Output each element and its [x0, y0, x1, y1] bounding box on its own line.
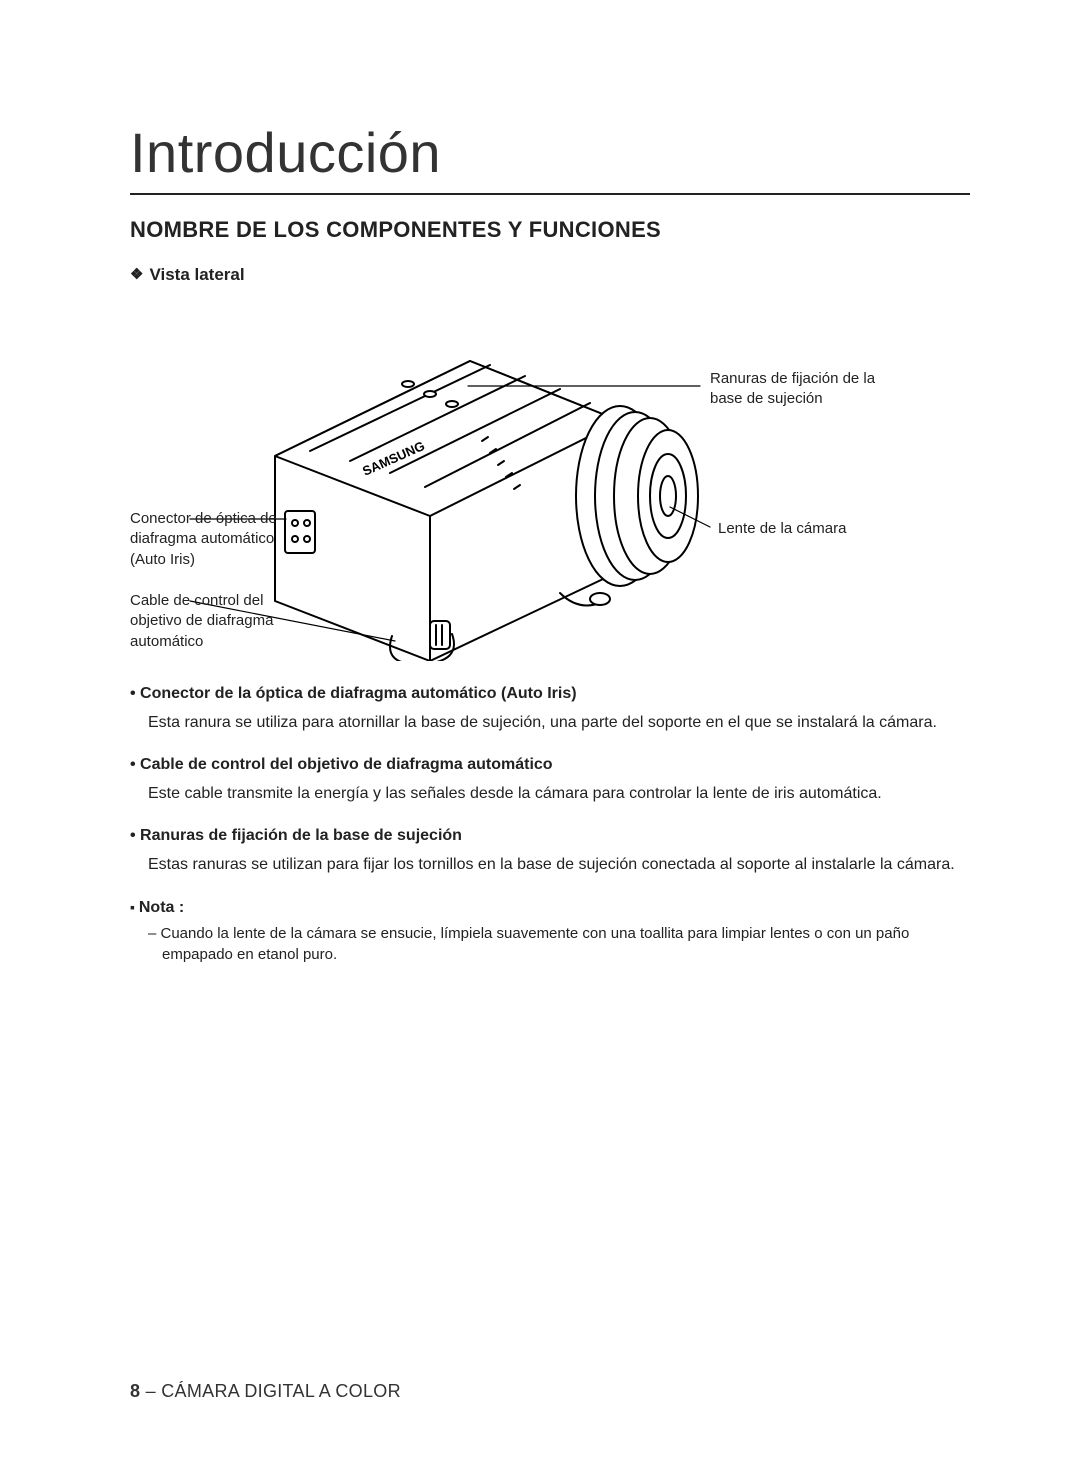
description-item: Ranuras de fijación de la base de sujeci… [130, 827, 970, 876]
description-title: Cable de control del objetivo de diafrag… [130, 756, 970, 774]
camera-diagram: SAMSUNG [130, 301, 970, 661]
note-label: Nota : [130, 899, 184, 916]
component-descriptions: Conector de la óptica de diafragma autom… [130, 685, 970, 877]
diamond-bullet-icon: ❖ [130, 266, 143, 283]
description-body: Estas ranuras se utilizan para fijar los… [130, 853, 970, 876]
description-body: Esta ranura se utiliza para atornillar l… [130, 711, 970, 734]
note-block: Nota : – Cuando la lente de la cámara se… [130, 899, 970, 967]
subsection-heading: ❖ Vista lateral [130, 265, 970, 285]
description-body: Este cable transmite la energía y las se… [130, 782, 970, 805]
page-number: 8 [130, 1381, 140, 1401]
callout-lens: Lente de la cámara [718, 519, 918, 539]
callout-iris-connector: Conector de óptica de diafragma automáti… [130, 509, 290, 570]
description-item: Cable de control del objetivo de diafrag… [130, 756, 970, 805]
chapter-title: Introducción [130, 120, 970, 195]
callout-iris-cable: Cable de control del objetivo de diafrag… [130, 591, 310, 652]
footer-doc-title: CÁMARA DIGITAL A COLOR [161, 1381, 401, 1401]
subsection-label: Vista lateral [149, 265, 244, 284]
section-title: NOMBRE DE LOS COMPONENTES Y FUNCIONES [130, 217, 970, 243]
callout-mount-slots: Ranuras de fijación de la base de sujeci… [710, 369, 910, 410]
footer-separator: – [140, 1381, 161, 1401]
description-item: Conector de la óptica de diafragma autom… [130, 685, 970, 734]
page-footer: 8 – CÁMARA DIGITAL A COLOR [130, 1381, 401, 1402]
description-title: Ranuras de fijación de la base de sujeci… [130, 827, 970, 845]
note-text: – Cuando la lente de la cámara se ensuci… [130, 923, 970, 967]
manual-page: Introducción NOMBRE DE LOS COMPONENTES Y… [0, 0, 1080, 1476]
description-title: Conector de la óptica de diafragma autom… [130, 685, 970, 703]
